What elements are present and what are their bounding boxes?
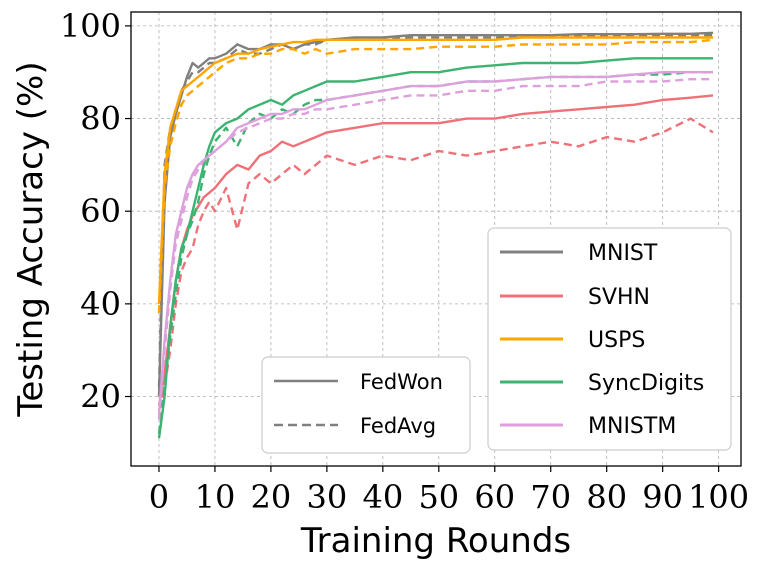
y-tick-label-40: 40 <box>80 285 121 323</box>
y-tick-label-20: 20 <box>80 378 121 416</box>
legend-label-fedavg: FedAvg <box>360 414 436 438</box>
x-axis-label: Training Rounds <box>300 521 571 561</box>
series-line-svhn-fedavg <box>157 117 714 411</box>
series-line-usps-fedwon <box>157 36 713 304</box>
legend-label-syncdigits: SyncDigits <box>588 371 704 396</box>
x-tick-label-100: 100 <box>688 478 749 516</box>
x-tick-label-70: 70 <box>530 478 571 516</box>
y-tick-label-60: 60 <box>80 192 121 230</box>
legend-label-mnistm: MNISTM <box>588 414 676 439</box>
legend-label-usps: USPS <box>588 328 645 353</box>
x-tick-label-20: 20 <box>251 478 292 516</box>
y-tick-label-80: 80 <box>80 100 121 138</box>
dataset-legend-box <box>487 227 732 451</box>
dataset-legend: MNIST SVHN USPS SyncDigits MNISTM <box>487 227 732 451</box>
x-tick-label-90: 90 <box>642 478 683 516</box>
plot-frame <box>130 11 742 467</box>
x-tick-label-40: 40 <box>362 478 403 516</box>
x-tick-label-10: 10 <box>195 478 236 516</box>
series-line-syncdigits-fedwon <box>157 57 713 439</box>
legend-label-mnist: MNIST <box>588 241 658 266</box>
legend-label-svhn: SVHN <box>588 285 650 310</box>
series-line-mnistm-fedavg <box>157 77 713 420</box>
x-tick-label-60: 60 <box>474 478 515 516</box>
series-line-usps-fedavg <box>157 38 714 314</box>
y-axis-label: Testing Accuracy (%) <box>11 61 51 417</box>
x-tick-label-50: 50 <box>418 478 459 516</box>
x-tick-label-30: 30 <box>307 478 348 516</box>
method-legend: FedWon FedAvg <box>261 356 471 454</box>
legend-label-fedwon: FedWon <box>360 370 443 394</box>
x-tick-label-80: 80 <box>586 478 627 516</box>
series-lines <box>157 31 714 439</box>
y-tick-label-100: 100 <box>60 7 121 45</box>
x-tick-label-0: 0 <box>149 478 169 516</box>
series-line-mnistm-fedwon <box>157 70 713 416</box>
